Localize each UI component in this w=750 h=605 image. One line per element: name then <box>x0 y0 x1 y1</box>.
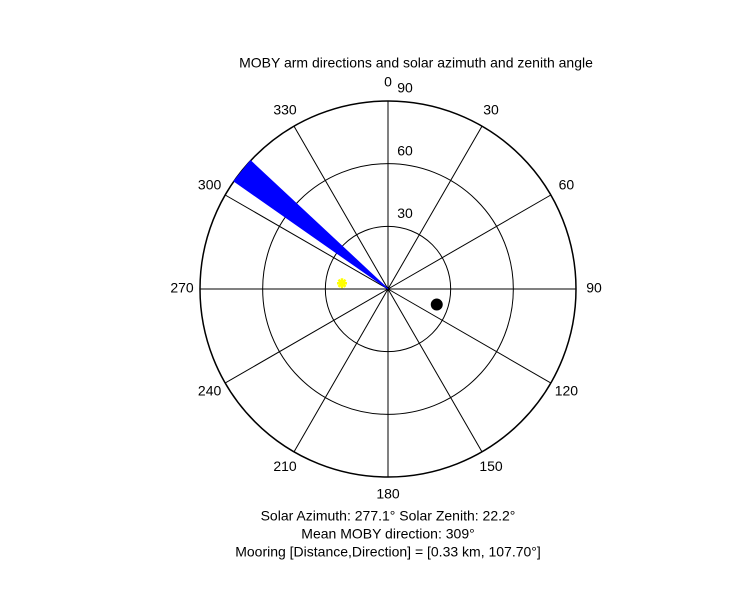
annotation: Mooring [Distance,Direction] = [0.33 km,… <box>235 544 541 560</box>
r-tick-label: 90 <box>397 80 413 96</box>
theta-tick-label: 60 <box>559 177 575 193</box>
theta-tick-label: 120 <box>555 383 579 399</box>
theta-tick-label: 0 <box>384 74 392 90</box>
annotation: Solar Azimuth: 277.1° Solar Zenith: 22.2… <box>261 508 516 524</box>
theta-tick-label: 300 <box>198 177 222 193</box>
spoke <box>293 288 389 453</box>
spoke <box>387 194 552 290</box>
spoke <box>387 125 483 290</box>
theta-tick-label: 150 <box>479 458 503 474</box>
chart-title: MOBY arm directions and solar azimuth an… <box>239 55 593 71</box>
theta-tick-label: 180 <box>376 486 400 502</box>
r-tick-label: 60 <box>397 142 413 158</box>
spoke <box>293 125 389 290</box>
theta-tick-label: 30 <box>483 101 499 117</box>
r-tick-label: 30 <box>397 205 413 221</box>
annotation: Mean MOBY direction: 309° <box>301 526 474 542</box>
theta-tick-label: 330 <box>273 101 297 117</box>
spoke <box>224 288 389 384</box>
ring <box>262 163 514 415</box>
ring <box>324 225 452 353</box>
sun-marker <box>336 278 347 289</box>
ring <box>199 100 577 478</box>
spoke <box>387 288 483 453</box>
spoke <box>224 194 389 290</box>
theta-tick-label: 240 <box>198 383 222 399</box>
annotations: Solar Azimuth: 277.1° Solar Zenith: 22.2… <box>235 508 541 560</box>
theta-tick-label: 90 <box>586 280 602 296</box>
arm-sector <box>233 160 389 290</box>
spoke <box>387 288 552 384</box>
theta-tick-label: 210 <box>273 458 297 474</box>
theta-tick-label: 270 <box>170 280 194 296</box>
mooring-marker <box>430 298 443 311</box>
